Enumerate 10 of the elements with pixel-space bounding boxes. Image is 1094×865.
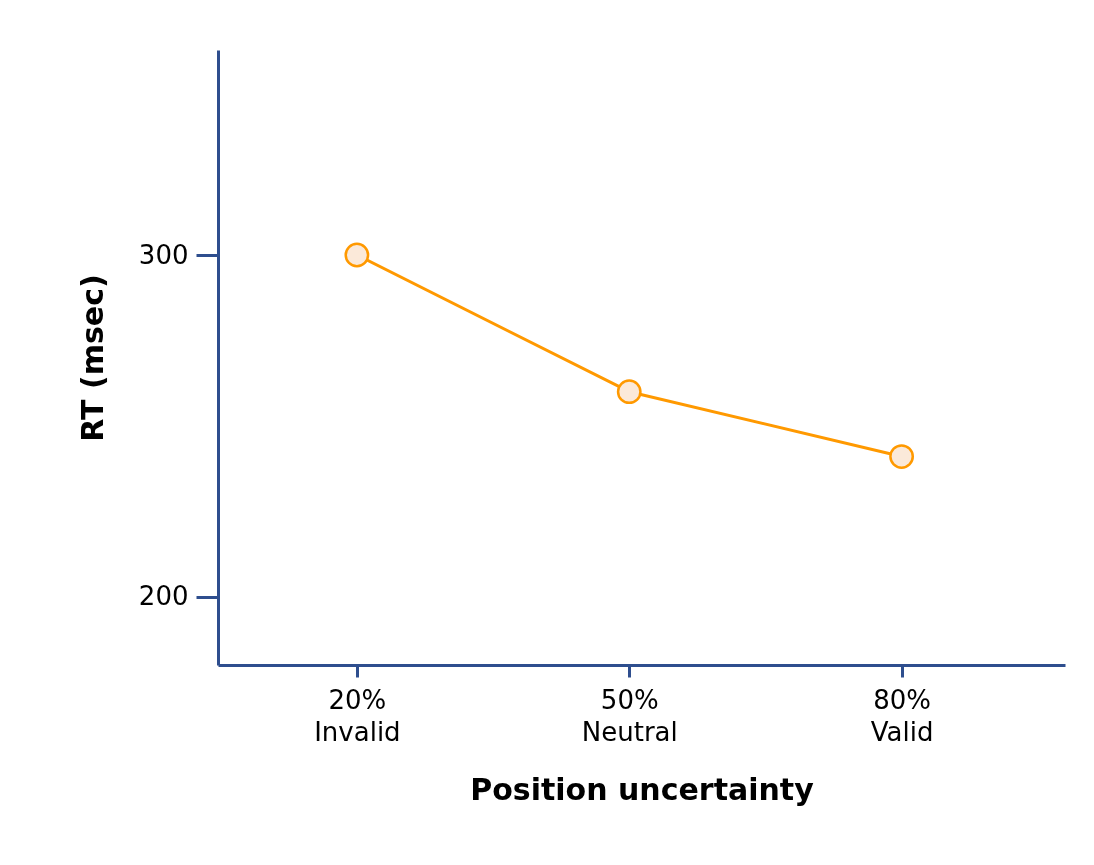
x-axis-title: Position uncertainty <box>470 771 815 807</box>
x-tick-label: 80% Valid <box>870 684 934 747</box>
y-axis-title: RT (msec) <box>74 274 110 442</box>
point <box>344 242 370 268</box>
y-tick-label: 200 <box>138 581 189 612</box>
x-tick-label: 50% Neutral <box>581 684 678 747</box>
point <box>889 444 915 469</box>
y-tick-label: 300 <box>138 239 189 270</box>
x-tick-label: 20% Invalid <box>314 684 401 747</box>
point <box>616 379 642 405</box>
